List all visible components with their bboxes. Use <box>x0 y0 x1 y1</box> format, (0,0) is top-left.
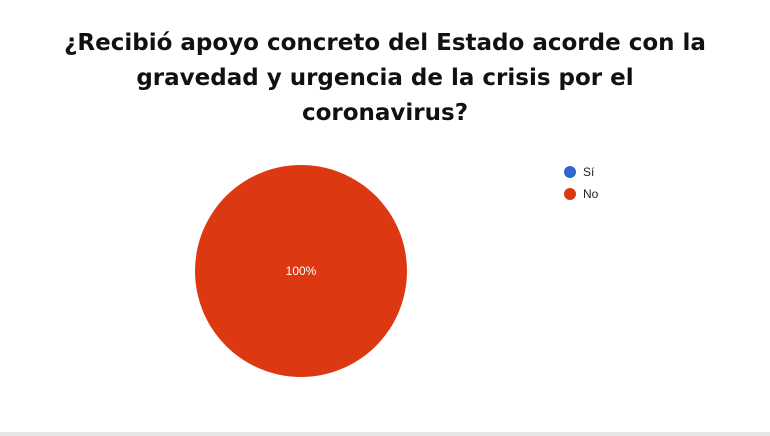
legend-label: No <box>583 187 599 201</box>
legend: Sí No <box>564 165 599 201</box>
legend-marker <box>564 166 576 178</box>
legend-label: Sí <box>583 165 595 179</box>
pie-slices <box>195 165 407 377</box>
legend-marker <box>564 188 576 200</box>
chart-title: ¿Recibió apoyo concreto del Estado acord… <box>64 30 706 126</box>
pie-slice-no <box>195 165 407 377</box>
pie-slice-labels: 100% <box>286 264 317 278</box>
slice-value-label: 100% <box>286 264 317 278</box>
bottom-divider <box>0 432 770 436</box>
